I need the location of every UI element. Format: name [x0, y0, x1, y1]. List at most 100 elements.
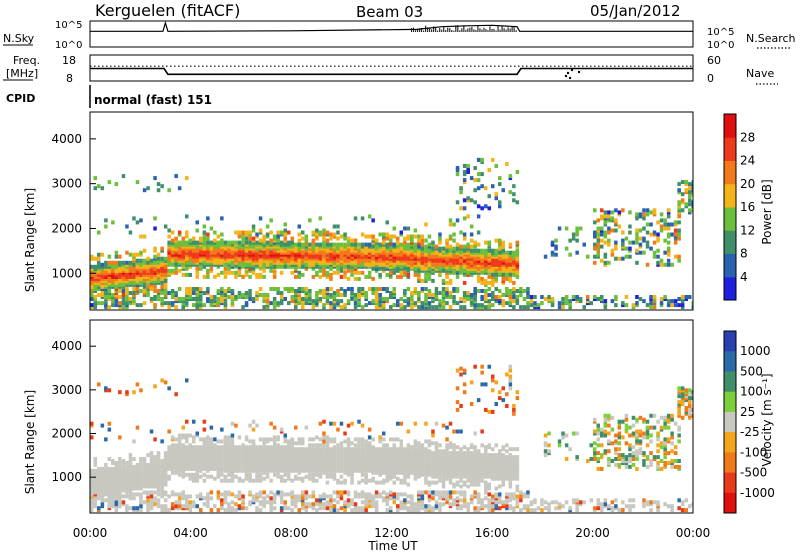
- power-cell: [371, 234, 375, 239]
- power-cell: [297, 232, 301, 237]
- velocity-cell: [360, 437, 365, 442]
- velocity-cell: [118, 390, 122, 395]
- velocity-cell: [311, 476, 316, 481]
- velocity-cell: [364, 439, 368, 444]
- power-cell: [515, 299, 520, 304]
- power-cell: [512, 250, 516, 255]
- velocity-cell: [371, 502, 375, 507]
- power-cell: [476, 178, 481, 183]
- velocity-cell: [332, 508, 337, 513]
- velocity-cell: [216, 445, 221, 450]
- power-cell: [389, 238, 393, 243]
- power-cell: [484, 186, 488, 191]
- power-cell: [244, 230, 249, 235]
- velocity-cell: [364, 508, 368, 513]
- velocity-cell: [367, 478, 372, 483]
- velocity-cell: [118, 504, 122, 509]
- power-cell: [230, 295, 235, 299]
- power-ytick-label: 4000: [51, 132, 82, 146]
- power-cell: [438, 252, 442, 257]
- power-cell: [508, 301, 513, 306]
- power-cell: [448, 260, 453, 265]
- power-cell: [596, 236, 600, 241]
- power-cell: [607, 238, 611, 243]
- power-cell: [181, 299, 185, 304]
- power-cell: [374, 252, 379, 257]
- power-cell: [638, 297, 643, 301]
- power-cell: [93, 295, 97, 299]
- power-cell: [160, 248, 164, 253]
- power-cell: [121, 305, 126, 310]
- velocity-cell: [100, 466, 105, 471]
- power-cell: [199, 236, 203, 241]
- power-cell: [248, 260, 252, 265]
- velocity-cell: [396, 504, 400, 509]
- velocity-cell: [325, 472, 330, 477]
- power-cell: [462, 170, 467, 174]
- velocity-cell: [142, 490, 147, 495]
- power-cell: [438, 303, 442, 308]
- power-cell: [118, 260, 122, 265]
- velocity-cell: [272, 439, 277, 444]
- power-cell: [216, 252, 221, 257]
- velocity-cell: [107, 421, 112, 426]
- velocity-cell: [139, 504, 143, 509]
- power-cell: [494, 260, 498, 265]
- power-cell: [571, 295, 576, 299]
- power-cell: [170, 230, 175, 235]
- velocity-cell: [350, 498, 354, 503]
- power-cell: [512, 305, 516, 310]
- power-cell: [125, 250, 129, 255]
- velocity-cell: [382, 443, 386, 448]
- power-cell: [427, 272, 432, 277]
- power-cell: [374, 299, 379, 304]
- power-ylabel: Slant Range [km]: [23, 188, 37, 292]
- power-cell: [673, 299, 678, 304]
- velocity-cell: [399, 492, 403, 497]
- velocity-cell: [374, 504, 379, 509]
- power-cell: [677, 254, 681, 259]
- power-cell: [452, 295, 456, 299]
- power-cell: [688, 295, 692, 299]
- power-cell: [593, 246, 597, 251]
- power-cell: [491, 260, 495, 265]
- power-cell: [501, 252, 505, 257]
- velocity-cell: [311, 447, 316, 452]
- velocity-cell: [399, 504, 403, 509]
- velocity-cell: [279, 490, 284, 495]
- power-cell: [244, 236, 249, 241]
- velocity-cell: [382, 431, 386, 436]
- power-cell: [406, 301, 411, 306]
- velocity-cell: [315, 478, 319, 483]
- power-cell: [206, 287, 210, 291]
- power-cell: [336, 224, 340, 229]
- power-cell: [473, 166, 477, 170]
- power-cell: [561, 297, 565, 301]
- velocity-cell: [227, 443, 231, 448]
- cpid-value: normal (fast) 151: [94, 93, 212, 107]
- power-cell: [174, 299, 178, 304]
- velocity-cell: [118, 500, 122, 505]
- velocity-cell: [248, 423, 252, 428]
- power-cell: [505, 301, 509, 306]
- power-cell: [434, 295, 439, 299]
- power-cell: [279, 252, 284, 257]
- power-cell: [575, 238, 579, 243]
- power-cell: [476, 214, 481, 219]
- power-cell: [329, 236, 333, 241]
- power-cell: [301, 272, 305, 277]
- power-cell: [142, 188, 147, 193]
- power-cell: [149, 287, 154, 291]
- power-cell: [367, 234, 372, 239]
- power-cell: [656, 220, 660, 225]
- power-cell: [452, 246, 456, 251]
- power-cell: [501, 272, 505, 277]
- power-cell: [297, 242, 301, 247]
- power-cell: [156, 256, 161, 261]
- power-cell: [294, 260, 298, 265]
- power-cell: [484, 289, 488, 293]
- velocity-cell: [153, 384, 157, 389]
- power-cell: [279, 260, 284, 265]
- power-cell: [135, 252, 140, 257]
